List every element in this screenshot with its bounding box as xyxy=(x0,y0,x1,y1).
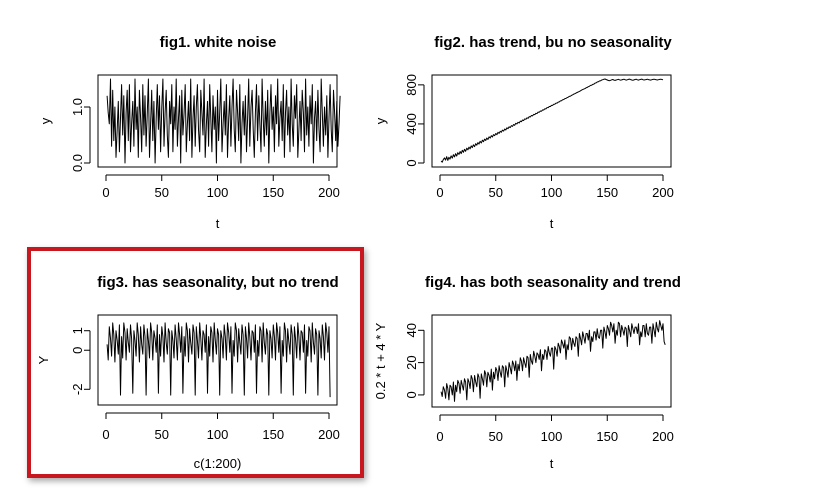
series-line xyxy=(440,320,666,402)
x-tick-label: 150 xyxy=(596,185,618,200)
x-tick-label: 50 xyxy=(155,427,169,442)
chart-title: fig1. white noise xyxy=(160,34,277,51)
chart-3: 0 50 100 150 200 -2 0 1 fig3. has seasonality, b… xyxy=(36,274,340,471)
chart-title: fig4. has both seasonality and trend xyxy=(425,274,681,291)
plot-frame xyxy=(431,314,672,408)
y-tick-label: 400 xyxy=(404,113,419,135)
y-tick-label: 1.0 xyxy=(70,98,85,116)
y-tick-label: 0.0 xyxy=(70,154,85,172)
plot-frame xyxy=(97,314,338,406)
series-line xyxy=(440,78,664,163)
x-tick-label: 150 xyxy=(262,185,284,200)
chart-title: fig3. has seasonality, but no trend xyxy=(97,274,338,291)
x-axis-label: t xyxy=(550,456,554,471)
chart-1: 0 50 100 150 200 0.0 1.0 fig1. white noise t y xyxy=(38,34,341,231)
chart-2: 0 50 100 150 200 0 400 800 fig2. has trend, bu n… xyxy=(373,34,674,231)
y-tick-label: 20 xyxy=(404,355,419,369)
series-line xyxy=(106,78,341,164)
x-tick-label: 0 xyxy=(436,429,443,444)
y-tick-label: 1 xyxy=(70,327,85,334)
x-tick-label: 150 xyxy=(262,427,284,442)
x-axis-label: t xyxy=(216,216,220,231)
x-tick-label: 100 xyxy=(541,429,563,444)
y-axis-label: y xyxy=(373,117,388,124)
x-tick-label: 100 xyxy=(207,427,229,442)
x-tick-label: 0 xyxy=(436,185,443,200)
x-tick-label: 200 xyxy=(652,429,674,444)
x-tick-label: 150 xyxy=(596,429,618,444)
chart-title: fig2. has trend, bu no seasonality xyxy=(434,34,672,51)
x-tick-label: 100 xyxy=(541,185,563,200)
y-tick-label: 800 xyxy=(404,74,419,96)
chart-4: 0 50 100 150 200 0 20 40 fig4. has both seasonal… xyxy=(373,274,681,471)
series-line xyxy=(106,322,331,398)
x-tick-label: 50 xyxy=(155,185,169,200)
y-tick-label: 0 xyxy=(70,347,85,354)
x-tick-label: 200 xyxy=(318,185,340,200)
y-tick-label: 0 xyxy=(404,391,419,398)
y-tick-label: -2 xyxy=(70,384,85,396)
y-tick-label: 0 xyxy=(404,159,419,166)
x-tick-label: 0 xyxy=(102,185,109,200)
x-tick-label: 200 xyxy=(652,185,674,200)
y-axis-label: 0.2 * t + 4 * Y xyxy=(373,322,388,399)
y-axis-label: Y xyxy=(36,355,51,364)
x-axis-label: t xyxy=(550,216,554,231)
x-tick-label: 100 xyxy=(207,185,229,200)
x-tick-label: 200 xyxy=(318,427,340,442)
plot-frame xyxy=(431,74,672,168)
y-axis-label: y xyxy=(38,117,53,124)
x-tick-label: 50 xyxy=(489,185,503,200)
x-tick-label: 50 xyxy=(489,429,503,444)
x-tick-label: 0 xyxy=(102,427,109,442)
y-tick-label: 40 xyxy=(404,323,419,337)
x-axis-label: c(1:200) xyxy=(194,456,242,471)
